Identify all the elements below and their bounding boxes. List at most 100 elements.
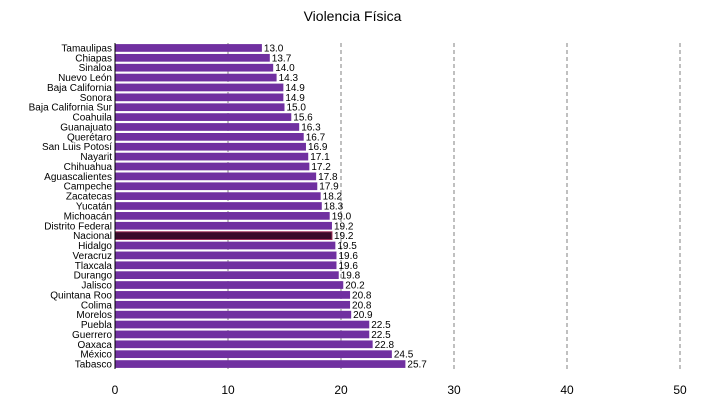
value-labels: 13.013.714.014.314.914.915.015.616.316.7… [264,43,427,370]
bar [115,300,351,309]
category-label: Hidalgo [78,241,112,252]
category-label: Durango [74,271,113,282]
data-label: 20.8 [352,300,372,311]
category-label: Jalisco [81,281,112,292]
bar [115,63,274,72]
category-label: Oaxaca [78,340,113,351]
bar [115,162,310,171]
data-label: 15.0 [287,103,307,114]
bar [115,221,332,230]
data-label: 14.9 [285,83,305,94]
category-label: Zacatecas [66,192,112,203]
category-label: Puebla [81,320,113,331]
data-label: 24.5 [394,350,414,361]
category-label: Quintana Roo [50,290,112,301]
bar [115,212,330,220]
data-label: 17.9 [319,182,339,193]
category-label: Aguascalientes [44,172,112,183]
category-label: Tlaxcala [75,261,113,272]
bar [115,320,370,329]
data-label: 18.2 [323,192,343,203]
category-label: Sonora [80,93,113,104]
bar [115,142,306,151]
category-label: Nayarit [80,152,112,163]
bar [115,172,317,181]
data-label: 19.6 [338,251,358,262]
bar [115,350,392,359]
x-tick-label: 40 [560,383,574,397]
bar [115,281,344,289]
data-label: 22.5 [371,320,391,331]
data-label: 17.2 [311,162,331,173]
bar [114,231,333,240]
category-label: Tamaulipas [61,43,112,54]
bar [115,44,262,52]
x-tick-label: 10 [221,383,235,397]
category-label: Campeche [64,182,113,193]
category-label: Tabasco [75,360,113,371]
data-label: 17.8 [318,172,338,183]
x-tick-label: 50 [673,383,687,397]
bar [115,291,351,299]
bar [115,182,318,191]
data-label: 15.6 [293,113,313,124]
category-label: Colima [81,300,113,311]
bar [115,83,284,92]
bar [115,360,406,368]
category-label: Baja California [47,83,112,94]
data-label: 16.3 [301,122,321,133]
category-label: Chiapas [75,53,112,64]
data-label: 14.3 [279,73,299,84]
category-label: Distrito Federal [44,221,112,232]
data-label: 19.5 [337,241,357,252]
bars [114,44,406,368]
category-label: Guerrero [72,330,112,341]
data-label: 20.2 [345,281,365,292]
category-label: Baja California Sur [29,103,113,114]
data-label: 16.7 [306,132,326,143]
category-label: Morelos [76,310,112,321]
data-label: 22.8 [375,340,395,351]
category-label: México [80,350,112,361]
bar [115,152,309,161]
x-tick-label: 0 [112,383,119,397]
category-label: Sinaloa [79,63,113,74]
category-label: Chihuahua [64,162,113,173]
category-label: Nuevo León [58,73,112,84]
category-label: Coahuila [73,113,113,124]
category-label: Guanajuato [60,122,112,133]
bar [115,310,352,319]
chart-title: Violencia Física [303,8,402,24]
data-label: 20.9 [353,310,373,321]
bar [115,113,292,121]
bar [115,123,300,131]
bar [115,93,284,102]
data-label: 19.0 [332,211,352,222]
bar [115,261,337,270]
x-tick-label: 20 [334,383,348,397]
data-label: 16.9 [308,142,328,153]
data-label: 19.6 [338,261,358,272]
x-axis: 0 10 20 30 40 50 [112,43,687,397]
data-label: 19.8 [341,271,361,282]
data-label: 18.3 [324,202,344,213]
category-label: Nacional [73,231,112,242]
data-label: 13.0 [264,43,284,54]
data-label: 22.5 [371,330,391,341]
data-label: 25.7 [407,360,427,371]
data-label: 14.9 [285,93,305,104]
data-label: 13.7 [272,53,292,64]
bar [115,271,339,280]
data-label: 14.0 [275,63,295,74]
data-label: 19.2 [334,221,354,232]
data-label: 20.8 [352,290,372,301]
data-label: 17.1 [310,152,330,163]
x-tick-label: 30 [447,383,461,397]
data-label: 19.2 [334,231,354,242]
category-label: Yucatán [76,202,112,213]
category-label: Michoacán [64,211,112,222]
bar [115,132,304,141]
category-label: Veracruz [73,251,112,262]
